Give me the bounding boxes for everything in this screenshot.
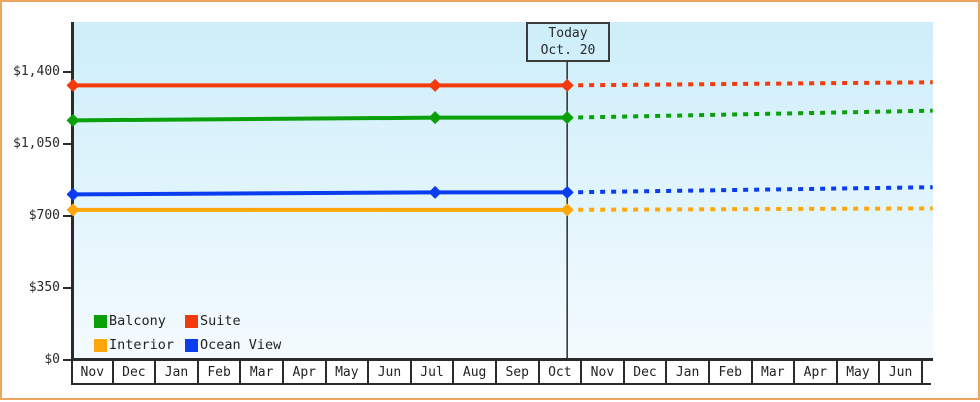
- month-label-cell: Mar: [241, 361, 284, 385]
- legend-label: Ocean View: [200, 337, 282, 353]
- month-label-cell: Nov: [71, 361, 114, 385]
- month-label-cell: May: [326, 361, 370, 385]
- month-label-cell: Jun: [880, 361, 923, 385]
- legend-item-suite: Suite: [185, 313, 281, 329]
- month-label-cell: Jul: [411, 361, 455, 385]
- month-label-cell: Feb: [198, 361, 242, 385]
- legend-label: Balcony: [109, 313, 166, 329]
- plot-area: [73, 22, 933, 360]
- y-tick-label: $0: [44, 352, 60, 367]
- legend-item-ocean-view: Ocean View: [185, 337, 281, 353]
- today-date-label: Oct. 20: [540, 43, 596, 58]
- legend-swatch-icon: [94, 314, 107, 328]
- y-tick-label: $350: [28, 280, 60, 295]
- month-label-cell: Mar: [752, 361, 796, 385]
- month-label-cell: Jan: [156, 361, 199, 385]
- legend-swatch-icon: [94, 338, 107, 352]
- month-label-cell: Jun: [369, 361, 412, 385]
- y-tick-mark: [63, 215, 73, 217]
- y-tick-mark: [63, 287, 73, 289]
- legend-swatch-icon: [185, 338, 198, 352]
- legend-item-balcony: Balcony: [94, 313, 185, 329]
- today-label: Today: [548, 26, 588, 41]
- x-axis: [71, 358, 933, 361]
- month-label-cell: Nov: [582, 361, 625, 385]
- legend-item-interior: Interior: [94, 337, 185, 353]
- month-label-cell: Apr: [283, 361, 327, 385]
- month-label-cell: Aug: [454, 361, 497, 385]
- month-label-cell: Jan: [667, 361, 710, 385]
- today-annotation-box: Today Oct. 20: [526, 22, 610, 62]
- month-label-cell: Oct: [539, 361, 583, 385]
- legend-swatch-icon: [185, 314, 198, 328]
- month-label-cell: Dec: [113, 361, 157, 385]
- y-tick-label: $1,050: [13, 136, 60, 151]
- month-label-cell: Apr: [795, 361, 838, 385]
- legend-label: Interior: [109, 337, 175, 353]
- month-cell-partial: [922, 361, 931, 385]
- month-label-cell: Dec: [624, 361, 668, 385]
- month-label-cell: Feb: [709, 361, 753, 385]
- month-label-cell: Sep: [496, 361, 540, 385]
- y-tick-label: $1,400: [13, 64, 60, 79]
- y-tick-mark: [63, 359, 73, 361]
- month-axis-row: Nov Dec Jan Feb Mar Apr May Jun Jul Aug Sep Oct Nov D…: [71, 361, 933, 385]
- legend: Balcony Suite Interior Ocean View: [94, 313, 281, 353]
- y-tick-mark: [63, 143, 73, 145]
- legend-label: Suite: [200, 313, 241, 329]
- month-label-cell: May: [837, 361, 881, 385]
- y-tick-label: $700: [28, 208, 60, 223]
- y-tick-mark: [63, 71, 73, 73]
